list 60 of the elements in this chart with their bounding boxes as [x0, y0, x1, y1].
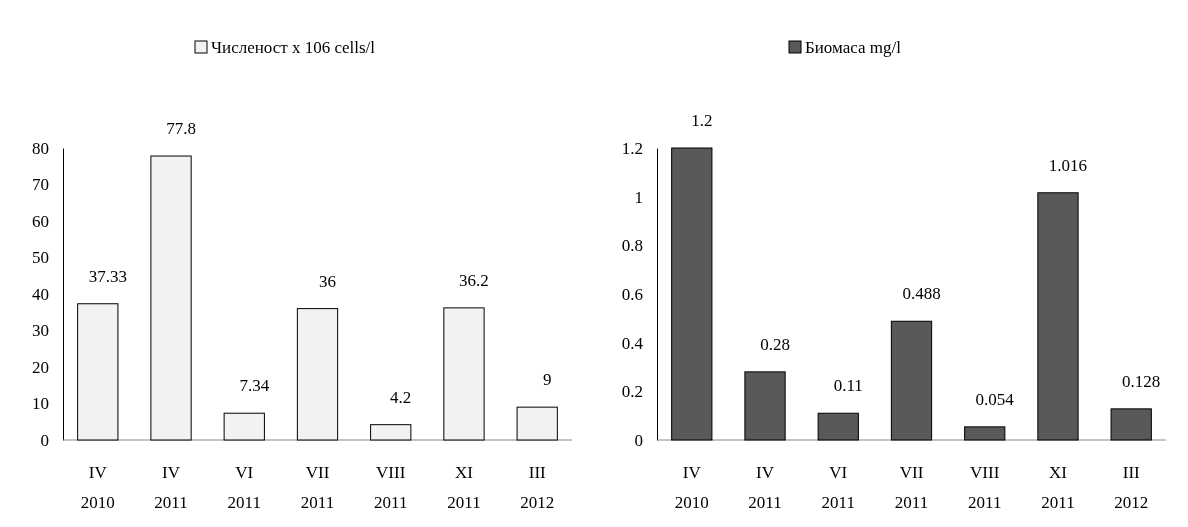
- y-tick-label: 0: [634, 430, 643, 450]
- x-tick-label: III 2012: [520, 463, 555, 512]
- data-label: 4.2: [390, 387, 412, 407]
- bar: [890, 320, 933, 441]
- bar: [671, 147, 713, 441]
- data-label: 0.054: [975, 389, 1015, 409]
- x-tick-label: IV 2010: [674, 463, 709, 512]
- bar: [443, 307, 485, 441]
- y-tick-label: 50: [32, 248, 49, 268]
- bar: [1037, 192, 1079, 441]
- bar: [296, 308, 339, 441]
- data-label: 37.33: [88, 266, 127, 286]
- x-tick-label: VIII 2011: [374, 463, 408, 512]
- y-tick-label: 70: [32, 175, 49, 195]
- bar: [744, 371, 786, 441]
- y-tick-label: 0.8: [621, 236, 643, 256]
- data-label: 1.016: [1048, 155, 1088, 175]
- data-label: 9: [542, 370, 552, 390]
- data-label: 0.128: [1122, 371, 1161, 391]
- x-tick-label: VIII 2011: [968, 463, 1002, 512]
- y-tick-label: 20: [32, 357, 49, 377]
- bar: [516, 406, 558, 441]
- y-tick-label: 30: [32, 321, 49, 341]
- data-label: 0.488: [902, 284, 941, 304]
- y-tick-label: 0.4: [621, 333, 644, 353]
- data-label: 7.34: [239, 376, 270, 396]
- y-tick-label: 40: [32, 284, 49, 304]
- bar: [817, 412, 859, 441]
- x-tick-label: VII 2011: [300, 463, 335, 512]
- data-label: 36: [319, 271, 336, 291]
- bar: [370, 424, 412, 441]
- x-tick-label: IV 2011: [748, 463, 782, 512]
- bar: [1110, 408, 1152, 441]
- bar: [223, 412, 265, 441]
- x-tick-label: VI 2011: [821, 463, 855, 512]
- y-tick-label: 1.2: [621, 138, 643, 158]
- data-label: 36.2: [459, 270, 489, 290]
- legend-label: Численост x 106 cells/l: [211, 38, 376, 57]
- x-tick-label: XI 2011: [447, 463, 481, 512]
- y-tick-label: 80: [32, 138, 49, 158]
- y-tick-label: 10: [32, 394, 49, 414]
- y-tick-label: 0.6: [621, 284, 643, 304]
- legend-label: Биомаса mg/l: [805, 38, 902, 57]
- x-tick-label: IV 2011: [154, 463, 188, 512]
- y-tick-label: 0: [40, 430, 49, 450]
- data-label: 1.2: [691, 111, 713, 130]
- data-label: 0.28: [760, 334, 790, 354]
- x-tick-label: VI 2011: [227, 463, 261, 512]
- bar: [964, 426, 1006, 441]
- x-tick-label: XI 2011: [1041, 463, 1075, 512]
- bar: [150, 155, 192, 441]
- x-tick-label: III 2012: [1114, 463, 1149, 512]
- y-tick-label: 1: [634, 187, 643, 207]
- x-tick-label: VII 2011: [894, 463, 929, 512]
- y-tick-label: 0.2: [621, 382, 643, 402]
- y-tick-label: 60: [32, 211, 49, 231]
- x-tick-label: IV 2010: [80, 463, 115, 512]
- bar: [77, 303, 119, 441]
- data-label: 77.8: [166, 119, 196, 139]
- data-label: 0.11: [833, 376, 863, 396]
